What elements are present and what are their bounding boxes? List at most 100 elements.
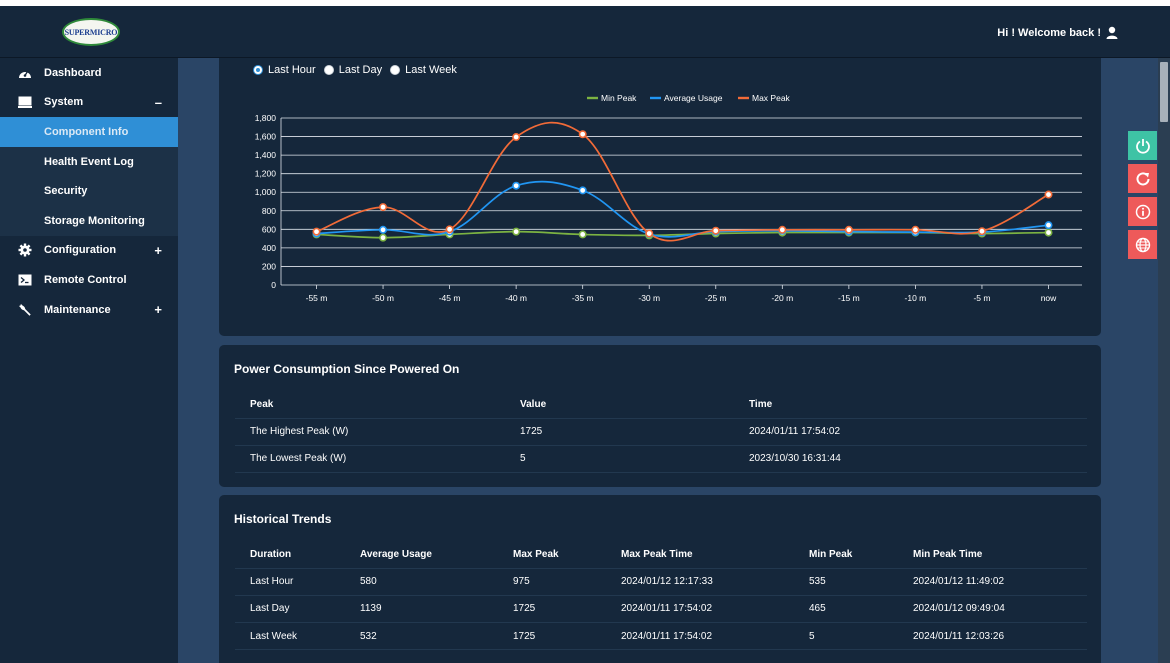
max-peak-cell: 1725 bbox=[498, 623, 606, 650]
power-usage-chart: 0 200 400 600 800 1,000 1,200 1,400 1,600 1,800 -5… bbox=[219, 58, 1101, 336]
column-header-average-usage: Average Usage bbox=[345, 541, 498, 568]
average-usage-cell: 532 bbox=[345, 623, 498, 650]
data-point bbox=[979, 228, 985, 234]
sidebar-item-storage-monitoring[interactable]: Storage Monitoring bbox=[0, 206, 178, 236]
dashboard-icon bbox=[18, 66, 32, 80]
data-point bbox=[579, 231, 585, 237]
min-peak-time-cell: 2024/01/11 12:03:26 bbox=[898, 623, 1087, 650]
power-icon bbox=[1135, 138, 1151, 154]
supermicro-logo[interactable]: SUPERMICRO bbox=[62, 18, 120, 46]
max-peak-cell: 975 bbox=[498, 568, 606, 595]
sidebar-item-system[interactable]: System – bbox=[0, 88, 178, 118]
x-tick-label: -25 m bbox=[705, 293, 727, 303]
column-header-time: Time bbox=[734, 391, 1087, 418]
time-cell: 2024/01/11 17:54:02 bbox=[734, 418, 1087, 445]
table-row: Last Week 532 1725 2024/01/11 17:54:02 5… bbox=[235, 623, 1087, 650]
data-point bbox=[1045, 229, 1051, 235]
expand-toggle[interactable]: + bbox=[154, 302, 162, 317]
sidebar: Dashboard System – Component Info Health… bbox=[0, 58, 178, 663]
data-point bbox=[1045, 222, 1051, 228]
column-header-min-peak-time: Min Peak Time bbox=[898, 541, 1087, 568]
globe-icon bbox=[1135, 237, 1151, 253]
info-button[interactable] bbox=[1128, 197, 1157, 226]
wrench-icon bbox=[18, 303, 32, 317]
peak-cell: The Lowest Peak (W) bbox=[235, 445, 505, 472]
x-tick-label: -50 m bbox=[372, 293, 394, 303]
column-header-max-peak-time: Max Peak Time bbox=[606, 541, 794, 568]
page-scrollbar[interactable] bbox=[1158, 58, 1170, 663]
main-content: Last Hour Last Day Last Week 0 200 400 600 8… bbox=[178, 58, 1158, 663]
series-line-max-peak bbox=[317, 123, 1049, 241]
table-row: The Lowest Peak (W) 5 2023/10/30 16:31:4… bbox=[235, 445, 1087, 472]
data-point bbox=[779, 227, 785, 233]
data-point bbox=[446, 226, 452, 232]
y-tick-label: 1,800 bbox=[255, 113, 277, 123]
language-button[interactable] bbox=[1128, 230, 1157, 259]
x-tick-label: -15 m bbox=[838, 293, 860, 303]
expand-toggle[interactable]: + bbox=[154, 243, 162, 258]
data-point bbox=[1045, 191, 1051, 197]
duration-cell: Last Hour bbox=[235, 568, 345, 595]
data-point bbox=[912, 227, 918, 233]
power-peak-table: Peak Value Time The Highest Peak (W) 172… bbox=[235, 391, 1087, 473]
average-usage-cell: 1139 bbox=[345, 595, 498, 622]
y-tick-label: 400 bbox=[262, 243, 276, 253]
table-row: The Highest Peak (W) 1725 2024/01/11 17:… bbox=[235, 418, 1087, 445]
data-point bbox=[380, 234, 386, 240]
scrollbar-thumb[interactable] bbox=[1160, 62, 1168, 122]
sidebar-item-maintenance[interactable]: Maintenance + bbox=[0, 295, 178, 325]
column-header-duration: Duration bbox=[235, 541, 345, 568]
column-header-max-peak: Max Peak bbox=[498, 541, 606, 568]
collapse-toggle[interactable]: – bbox=[155, 95, 162, 110]
historical-trends-title: Historical Trends bbox=[234, 512, 331, 526]
x-tick-label: -55 m bbox=[306, 293, 328, 303]
table-row: Last Hour 580 975 2024/01/12 12:17:33 53… bbox=[235, 568, 1087, 595]
y-tick-label: 1,000 bbox=[255, 187, 277, 197]
user-menu[interactable]: Hi ! Welcome back ! bbox=[997, 26, 1118, 39]
top-bar: SUPERMICRO Hi ! Welcome back ! bbox=[0, 6, 1170, 58]
sidebar-item-remote-control[interactable]: Remote Control bbox=[0, 265, 178, 295]
min-peak-time-cell: 2024/01/12 11:49:02 bbox=[898, 568, 1087, 595]
min-peak-cell: 535 bbox=[794, 568, 898, 595]
power-consumption-card: Power Consumption Since Powered On Peak … bbox=[219, 345, 1101, 487]
y-tick-label: 1,600 bbox=[255, 132, 277, 142]
info-icon bbox=[1135, 204, 1151, 220]
data-point bbox=[846, 227, 852, 233]
legend-label: Average Usage bbox=[664, 93, 723, 103]
reset-icon bbox=[1135, 171, 1151, 187]
user-icon bbox=[1106, 26, 1118, 39]
data-point bbox=[579, 131, 585, 137]
reset-button[interactable] bbox=[1128, 164, 1157, 193]
min-peak-time-cell: 2024/01/12 09:49:04 bbox=[898, 595, 1087, 622]
time-cell: 2023/10/30 16:31:44 bbox=[734, 445, 1087, 472]
y-tick-label: 1,200 bbox=[255, 169, 277, 179]
min-peak-cell: 5 bbox=[794, 623, 898, 650]
sidebar-item-label: Maintenance bbox=[44, 304, 111, 316]
historical-trends-card: Historical Trends Duration Average Usage… bbox=[219, 495, 1101, 663]
column-header-peak: Peak bbox=[235, 391, 505, 418]
max-peak-time-cell: 2024/01/11 17:54:02 bbox=[606, 595, 794, 622]
sidebar-item-label: System bbox=[44, 96, 83, 108]
x-tick-label: -30 m bbox=[638, 293, 660, 303]
data-point bbox=[313, 228, 319, 234]
sidebar-item-component-info[interactable]: Component Info bbox=[0, 117, 178, 147]
legend-label: Min Peak bbox=[601, 93, 637, 103]
y-tick-label: 600 bbox=[262, 224, 276, 234]
max-peak-time-cell: 2024/01/12 12:17:33 bbox=[606, 568, 794, 595]
power-button[interactable] bbox=[1128, 131, 1157, 160]
column-header-value: Value bbox=[505, 391, 734, 418]
average-usage-cell: 580 bbox=[345, 568, 498, 595]
table-row: Last Day 1139 1725 2024/01/11 17:54:02 4… bbox=[235, 595, 1087, 622]
sidebar-item-dashboard[interactable]: Dashboard bbox=[0, 58, 178, 88]
historical-trends-table: Duration Average Usage Max Peak Max Peak… bbox=[235, 541, 1087, 650]
duration-cell: Last Week bbox=[235, 623, 345, 650]
terminal-icon bbox=[18, 273, 32, 287]
data-point bbox=[513, 183, 519, 189]
table-header-row: Peak Value Time bbox=[235, 391, 1087, 418]
sidebar-item-configuration[interactable]: Configuration + bbox=[0, 236, 178, 266]
x-tick-label: -5 m bbox=[973, 293, 990, 303]
y-tick-label: 0 bbox=[271, 280, 276, 290]
data-point bbox=[380, 204, 386, 210]
sidebar-item-security[interactable]: Security bbox=[0, 176, 178, 206]
sidebar-item-health-event-log[interactable]: Health Event Log bbox=[0, 147, 178, 177]
